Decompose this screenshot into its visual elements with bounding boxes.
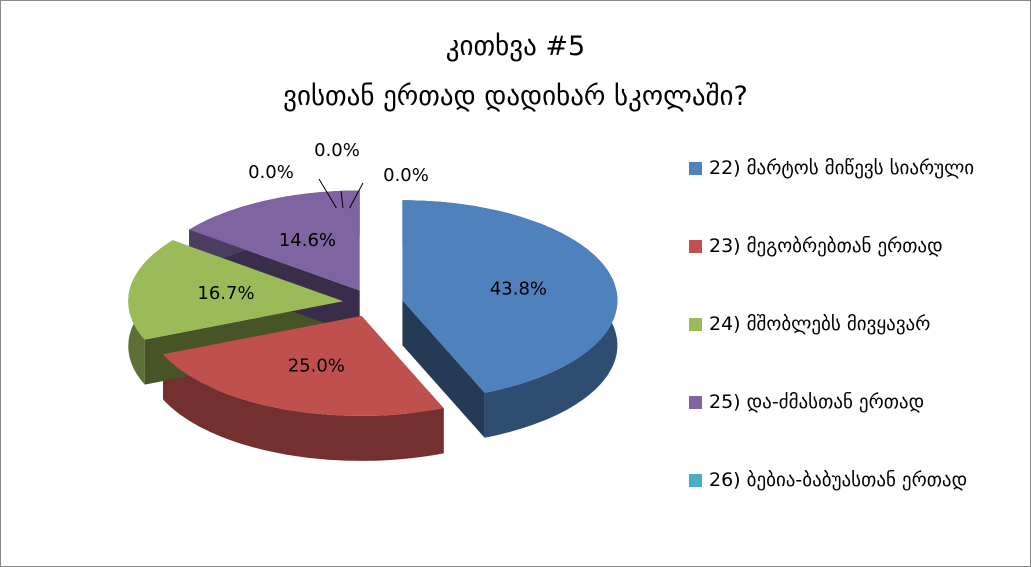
data-label: 0.0% [248,162,294,183]
data-label: 25.0% [288,356,345,377]
legend-item: 26) ბებია-ბაბუასთან ერთად [689,463,1009,541]
legend-label: 24) მშობლებს მივყავარ [709,313,931,335]
legend-label: 26) ბებია-ბაბუასთან ერთად [709,469,968,491]
slice-side [402,300,485,438]
data-label: 14.6% [279,230,336,251]
legend-swatch [689,318,702,331]
data-label: 0.0% [383,165,429,186]
legend-label: 22) მარტოს მიწევს სიარული [709,157,975,179]
leader-line [340,190,344,209]
legend-swatch [689,396,702,409]
slice-wall [163,354,444,461]
leader-line [349,182,364,209]
legend-label: 23) მეგობრებთან ერთად [709,235,943,257]
legend-item: 23) მეგობრებთან ერთად [689,229,1009,307]
legend: 22) მარტოს მიწევს სიარული 23) მეგობრებთან… [689,151,1009,541]
slice [402,200,618,393]
legend-item: 25) და-ძმასთან ერთად [689,385,1009,463]
slice [189,190,360,291]
leader-line [318,178,337,209]
legend-label: 25) და-ძმასთან ერთად [709,391,925,413]
chart-subtitle: ვისთან ერთად დადიხარ სკოლაში? [283,81,748,112]
slice [163,315,444,416]
chart-title: კითხვა #5 [445,31,586,62]
legend-swatch [689,474,702,487]
slice [128,240,344,340]
data-label: 43.8% [490,279,547,300]
legend-item: 22) მარტოს მიწევს სიარული [689,151,1009,229]
data-label: 16.7% [197,283,254,304]
legend-swatch [689,162,702,175]
data-label: 0.0% [314,140,360,161]
legend-swatch [689,240,702,253]
legend-item: 24) მშობლებს მივყავარ [689,307,1009,385]
